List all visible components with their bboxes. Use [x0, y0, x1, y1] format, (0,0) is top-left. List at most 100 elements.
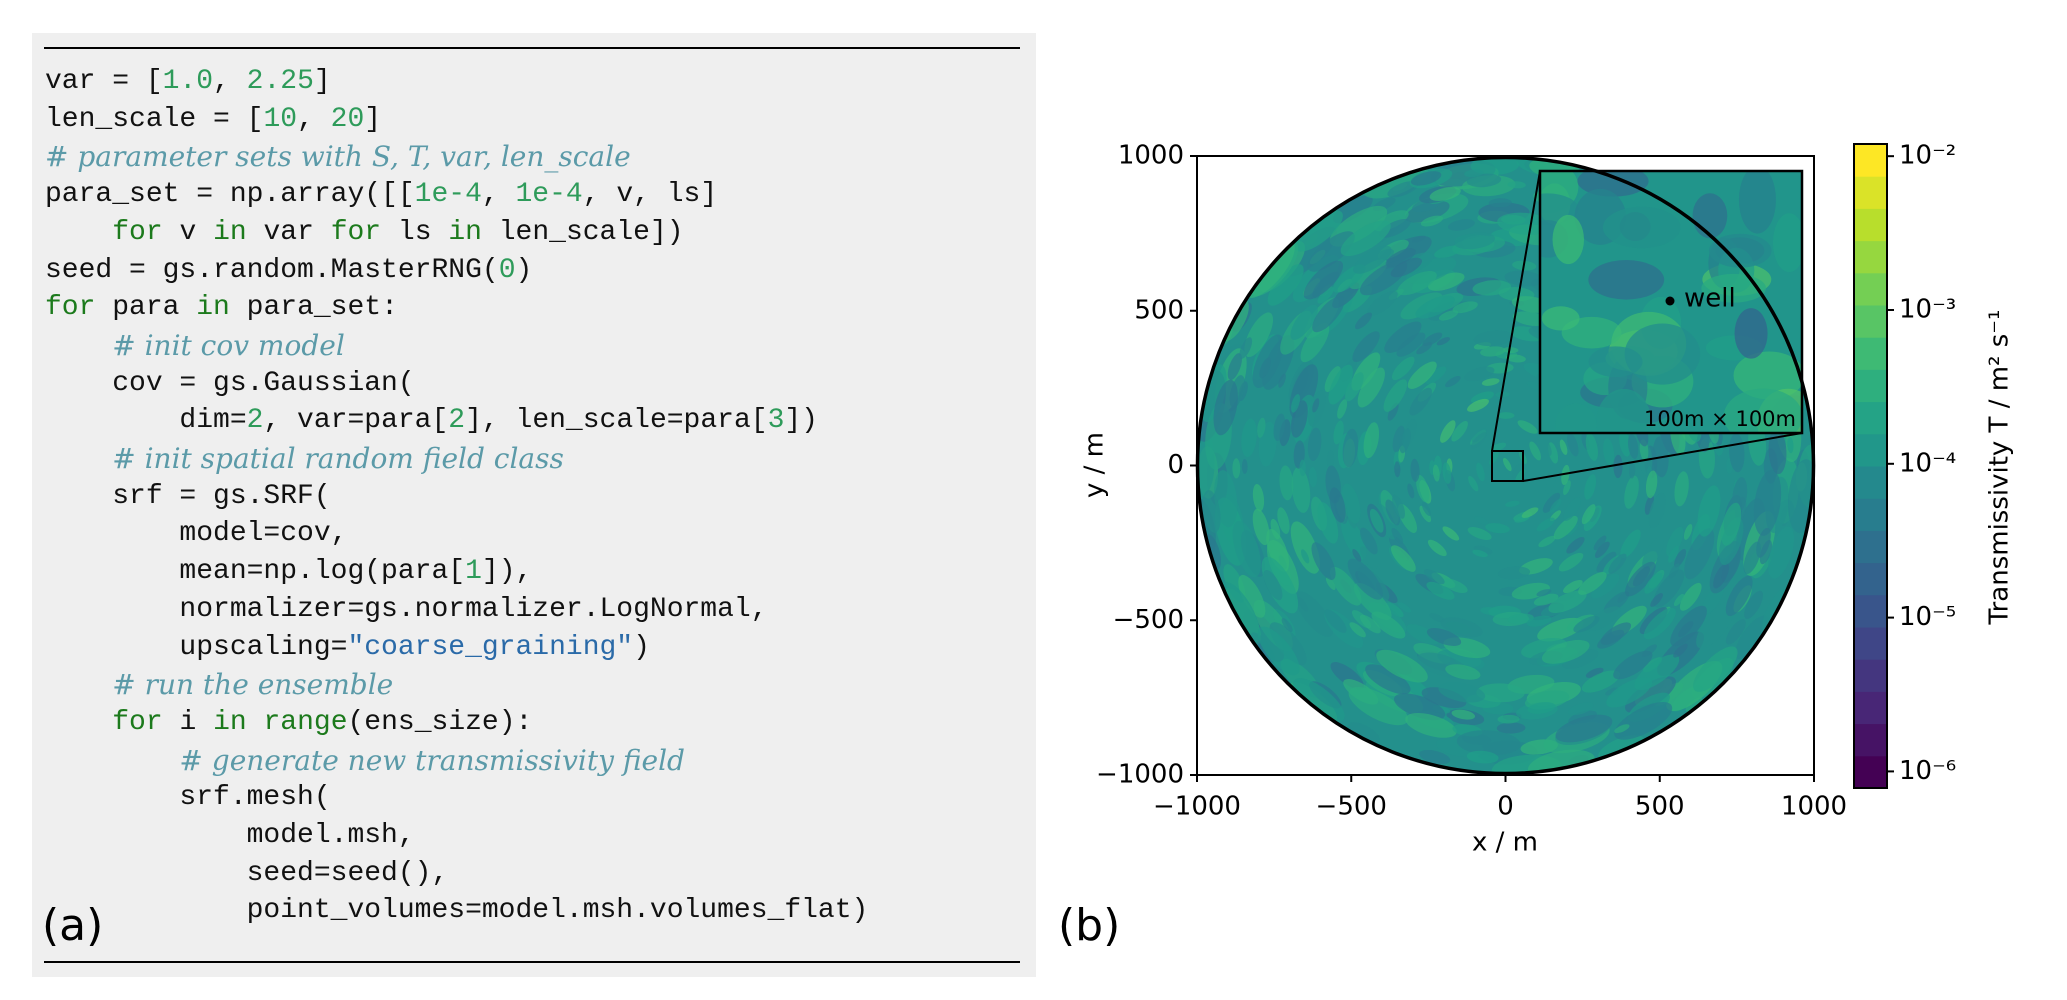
field-patch: [1365, 664, 1411, 695]
colorbar-level: [1854, 401, 1887, 435]
field-patch: [1394, 461, 1401, 478]
field-patch: [1349, 622, 1366, 638]
field-patch: [1445, 664, 1481, 680]
code-line: point_volumes=model.msh.volumes_flat): [45, 895, 869, 927]
inset-patch: [1723, 388, 1802, 433]
field-patch: [1427, 539, 1447, 557]
field-patch: [1581, 504, 1596, 525]
field-patch: [1349, 259, 1388, 290]
field-patch: [1363, 422, 1380, 459]
field-patch: [1290, 304, 1318, 340]
field-patch: [1419, 749, 1451, 765]
field-patch: [1440, 420, 1456, 443]
field-patch: [1415, 295, 1455, 319]
field-patch: [1558, 552, 1584, 572]
field-patch: [1300, 549, 1310, 564]
field-patch: [1559, 439, 1568, 455]
field-patch: [1345, 372, 1364, 402]
code-line: srf = gs.SRF(: [45, 480, 331, 512]
field-patch: [1383, 379, 1408, 412]
field-patch: [1744, 590, 1763, 619]
colorbar-level: [1854, 208, 1887, 242]
field-patch: [1426, 581, 1455, 600]
field-patch: [1538, 435, 1552, 456]
field-patch: [1369, 508, 1384, 533]
field-patch: [1325, 577, 1336, 590]
colorbar-tick-label: 10⁻⁴: [1899, 448, 1956, 478]
field-patch: [1561, 464, 1570, 486]
field-patch: [1642, 537, 1664, 569]
field-patch: [1232, 520, 1261, 578]
field-patch: [1407, 483, 1415, 499]
field-patch: [1650, 593, 1663, 607]
field-patch: [1620, 529, 1641, 559]
domain-boundary: [1195, 155, 1816, 776]
field-patch: [1555, 714, 1613, 743]
field-patch: [1244, 312, 1274, 358]
colorbar-level: [1854, 498, 1887, 531]
field-patch: [1396, 332, 1426, 357]
field-patch: [1252, 508, 1270, 546]
field-patch: [1563, 497, 1581, 521]
code-line: len_scale = [10, 20]: [45, 103, 382, 135]
field-patch: [1429, 613, 1445, 623]
inset-patch: [1738, 171, 1776, 234]
field-patch: [1473, 330, 1513, 347]
field-patch: [1625, 561, 1656, 597]
inset-patch: [1692, 193, 1728, 239]
field-patch: [1603, 438, 1615, 466]
field-patch: [1409, 387, 1432, 416]
field-patch: [1600, 622, 1632, 645]
field-patch: [1614, 724, 1630, 734]
field-patch: [1648, 492, 1666, 529]
field-patch: [1536, 517, 1555, 532]
field-patch: [1628, 462, 1636, 479]
field-patch: [1348, 687, 1408, 726]
field-patch: [1497, 412, 1515, 419]
field-patch: [1673, 643, 1688, 658]
field-patch: [1281, 618, 1293, 632]
field-patch: [1257, 417, 1266, 438]
field-patch: [1488, 198, 1512, 208]
field-patch: [1470, 391, 1495, 404]
field-patch: [1213, 379, 1238, 436]
field-patch: [1474, 516, 1489, 525]
field-patch: [1548, 590, 1587, 614]
field-patch: [1421, 502, 1431, 516]
field-patch: [1279, 465, 1294, 501]
field-patch: [1566, 432, 1579, 457]
well-marker: [1665, 296, 1675, 306]
field-patch: [1232, 458, 1241, 479]
well-label: well: [1684, 284, 1736, 314]
field-patch: [1591, 573, 1620, 599]
field-patch: [1451, 420, 1468, 442]
field-patch: [1429, 187, 1461, 201]
field-patch: [1267, 264, 1304, 306]
field-patch: [1227, 353, 1242, 381]
inset-patch: [1596, 388, 1652, 433]
field-patch: [1300, 322, 1330, 363]
code-line: model=cov,: [45, 518, 348, 550]
field-patch: [1438, 310, 1459, 321]
y-tick-label: −1000: [1096, 760, 1184, 790]
field-patch: [1553, 515, 1578, 540]
field-patch: [1583, 505, 1602, 531]
code-line: # init cov model: [112, 328, 345, 362]
colorbar-level: [1854, 176, 1887, 209]
field-patch: [1464, 169, 1484, 178]
field-patch: [1257, 626, 1300, 676]
code-panel: var = [1.0, 2.25] len_scale = [10, 20] # p…: [32, 33, 1036, 977]
field-patch: [1385, 602, 1404, 618]
field-patch: [1562, 649, 1599, 669]
field-patch: [1470, 432, 1487, 450]
code-line: para_set = np.array([[1e-4, 1e-4, v, ls]: [45, 179, 718, 211]
field-patch: [1367, 290, 1398, 316]
field-patch: [1290, 521, 1320, 574]
field-patch: [1536, 589, 1552, 597]
y-tick-label: 0: [1167, 450, 1184, 480]
field-patch: [1645, 470, 1658, 499]
field-patch: [1341, 483, 1361, 524]
field-patch: [1317, 502, 1339, 544]
field-patch: [1472, 280, 1512, 296]
field-patch: [1359, 527, 1378, 555]
